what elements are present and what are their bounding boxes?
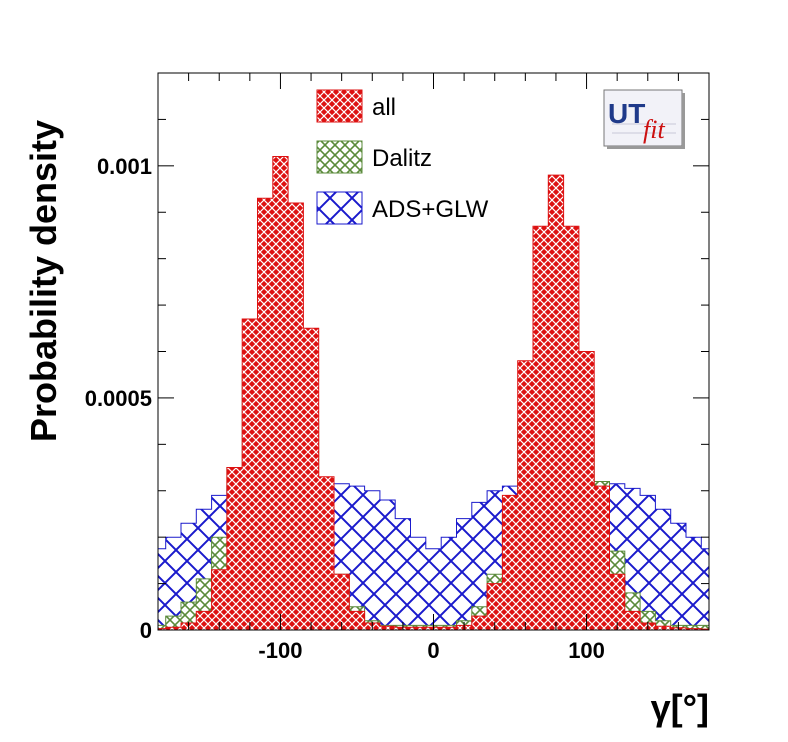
y-axis-title: Probability density — [23, 120, 64, 442]
y-tick-label: 0.0005 — [85, 386, 152, 411]
utfit-logo: UT fit — [603, 89, 685, 149]
legend-label-ads-glw: ADS+GLW — [372, 196, 489, 223]
y-tick-label: 0 — [140, 618, 152, 643]
x-axis-title: γ[°] — [651, 687, 709, 728]
y-tick-label: 0.001 — [97, 154, 152, 179]
ticks-layer — [158, 73, 709, 631]
series-layer — [157, 156, 710, 631]
legend-label-dalitz: Dalitz — [372, 145, 432, 172]
legend: all Dalitz ADS+GLW — [316, 89, 489, 225]
legend-label-all: all — [372, 94, 396, 121]
legend-swatch-ads-glw — [316, 191, 363, 225]
series-area-all — [157, 156, 710, 631]
logo-text-fit: fit — [643, 115, 665, 144]
x-tick-label: -100 — [258, 638, 302, 663]
legend-swatch-dalitz — [316, 140, 363, 174]
tick-labels-layer: -100 0 100 0 0.0005 0.001 — [85, 154, 605, 663]
x-tick-label: 0 — [427, 638, 439, 663]
legend-swatch-all — [316, 89, 363, 123]
logo-text-ut: UT — [608, 98, 645, 129]
x-tick-label: 100 — [568, 638, 605, 663]
